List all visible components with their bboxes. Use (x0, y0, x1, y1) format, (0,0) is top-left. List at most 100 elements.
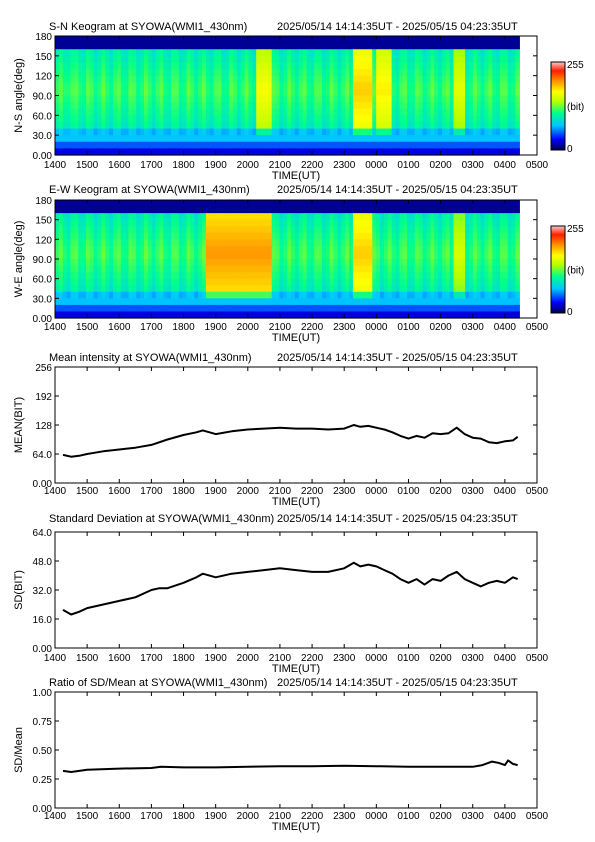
keogram-cell (271, 265, 277, 273)
keogram-cell (62, 55, 68, 64)
keogram-cell (291, 311, 296, 319)
keogram-cell (236, 245, 242, 254)
keogram-cell (387, 135, 393, 143)
keogram-cell (387, 265, 393, 273)
keogram-cell (476, 128, 482, 136)
keogram-cell (376, 278, 381, 286)
keogram-cell (221, 49, 226, 57)
keogram-cell (488, 88, 493, 97)
keogram-cell (321, 206, 327, 214)
keogram-cell (283, 252, 288, 260)
keogram-cell (445, 141, 451, 149)
keogram-cell (55, 82, 60, 90)
keogram-cell (186, 128, 192, 136)
x-tick-label: 1400 (44, 653, 67, 664)
keogram-cell (205, 252, 211, 260)
keogram-cell (89, 49, 95, 57)
keogram-cell (407, 121, 412, 130)
keogram-cell (434, 252, 439, 260)
keogram-cell (294, 148, 300, 156)
keogram-cell (337, 206, 342, 214)
keogram-cell (209, 278, 215, 286)
keogram-cell (82, 82, 87, 90)
keogram-cell (202, 252, 207, 260)
x-tick-label: 0500 (526, 811, 549, 822)
keogram-cell (314, 245, 319, 254)
keogram-cell (414, 108, 420, 116)
keogram-cell (395, 42, 400, 50)
keogram-cell (82, 55, 87, 64)
keogram-cell (105, 219, 110, 227)
keogram-cell (271, 245, 277, 254)
keogram-cell (318, 265, 323, 273)
keogram-cell (511, 88, 517, 97)
keogram-cell (360, 102, 366, 110)
keogram-cell (302, 232, 308, 240)
keogram-cell (391, 108, 397, 116)
keogram-cell (263, 285, 269, 293)
keogram-cell (492, 95, 497, 103)
keogram-cell (492, 298, 497, 306)
keogram-cell (391, 259, 397, 267)
keogram-cell (252, 239, 257, 247)
keogram-cell (240, 148, 246, 156)
keogram-cell (399, 82, 404, 90)
keogram-cell (217, 88, 222, 97)
keogram-cell (120, 278, 126, 286)
keogram-cell (232, 88, 238, 97)
keogram-cell (78, 291, 83, 299)
keogram-cell (484, 62, 489, 70)
keogram-cell (132, 272, 137, 280)
keogram-cell (352, 148, 358, 156)
keogram-cell (453, 69, 459, 77)
keogram-cell (113, 55, 118, 64)
keogram-cell (155, 95, 161, 103)
keogram-cell (418, 206, 424, 214)
keogram-cell (356, 278, 362, 286)
keogram-cell (55, 36, 60, 44)
keogram-cell (58, 252, 64, 260)
keogram-cell (484, 115, 489, 123)
keogram-cell (418, 304, 424, 313)
keogram-cell (341, 245, 346, 254)
keogram-cell (453, 259, 459, 267)
keogram-cell (93, 272, 99, 280)
keogram-cell (256, 304, 261, 313)
keogram-cell (395, 245, 400, 254)
keogram-cell (480, 121, 486, 130)
keogram-cell (426, 75, 431, 83)
keogram-cell (465, 311, 470, 319)
keogram-cell (275, 252, 281, 260)
keogram-cell (387, 200, 393, 208)
keogram-cell (248, 135, 253, 143)
keogram-cell (480, 311, 486, 319)
keogram-cell (511, 49, 517, 57)
keogram-cell (438, 128, 443, 136)
keogram-cell (430, 62, 435, 70)
keogram-cell (136, 82, 141, 90)
keogram-cell (287, 265, 292, 273)
keogram-cell (465, 259, 470, 267)
keogram-cell (229, 265, 234, 273)
keogram-cell (352, 69, 358, 77)
keogram-cell (229, 42, 234, 50)
keogram-cell (202, 239, 207, 247)
keogram-cell (205, 121, 211, 130)
keogram-cell (174, 213, 180, 221)
keogram-cell (85, 252, 91, 260)
keogram-cell (376, 121, 381, 130)
keogram-cell (469, 206, 474, 214)
keogram-cell (85, 69, 91, 77)
keogram-cell (414, 272, 420, 280)
keogram-cell (101, 206, 106, 214)
keogram-cell (159, 148, 164, 156)
keogram-cell (147, 62, 153, 70)
keogram-cell (101, 226, 106, 234)
keogram-cell (97, 259, 103, 267)
keogram-cell (97, 285, 103, 293)
keogram-cell (194, 311, 199, 319)
keogram-cell (66, 141, 72, 149)
keogram-cell (391, 49, 397, 57)
keogram-cell (132, 115, 137, 123)
keogram-cell (511, 108, 517, 116)
